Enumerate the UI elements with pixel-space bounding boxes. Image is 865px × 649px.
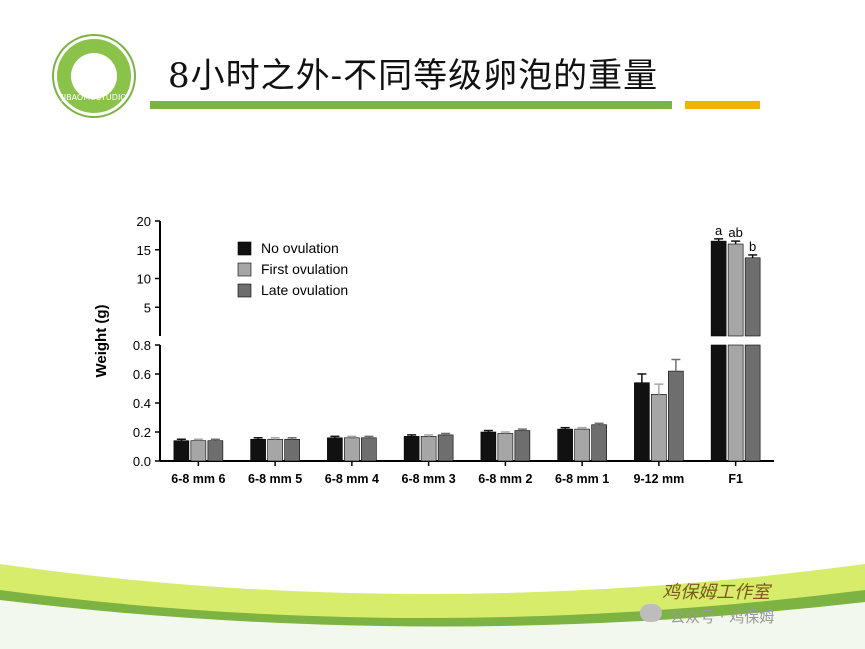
bar-lower-segment bbox=[710, 344, 727, 462]
significance-letter: ab bbox=[728, 225, 742, 240]
bar bbox=[250, 438, 266, 462]
x-tick-label: 6-8 mm 2 bbox=[478, 472, 532, 486]
bar bbox=[668, 370, 684, 462]
title-underline-yellow bbox=[685, 101, 760, 109]
x-tick-label: 9-12 mm bbox=[634, 472, 685, 486]
bar-lower-segment bbox=[727, 344, 744, 462]
signature: 鸡保姆工作室 bbox=[662, 582, 770, 603]
bar bbox=[420, 436, 437, 462]
bar bbox=[574, 428, 590, 462]
x-tick-label: 6-8 mm 1 bbox=[555, 472, 609, 486]
significance-letter: b bbox=[749, 239, 756, 254]
x-tick-label: F1 bbox=[728, 472, 743, 486]
footer-swoosh bbox=[0, 564, 865, 649]
x-tick-label: 6-8 mm 6 bbox=[171, 472, 225, 486]
y-tick-label: 10 bbox=[137, 272, 151, 287]
bar bbox=[190, 440, 207, 462]
y-tick-label: 0.6 bbox=[133, 367, 151, 382]
bar bbox=[591, 424, 607, 462]
bar bbox=[651, 394, 667, 462]
y-axis-label: Weight (g) bbox=[93, 304, 110, 377]
page-title: 8小时之外-不同等级卵泡的重量 bbox=[168, 56, 659, 96]
x-tick-label: 6-8 mm 3 bbox=[402, 472, 456, 486]
bar bbox=[480, 431, 497, 462]
legend-label: First ovulation bbox=[261, 261, 348, 277]
bar bbox=[327, 437, 343, 462]
legend-swatch bbox=[237, 262, 252, 277]
bar bbox=[497, 433, 514, 462]
y-tick-label: 15 bbox=[137, 243, 151, 258]
bar bbox=[361, 437, 377, 462]
title-underline-green bbox=[150, 101, 672, 109]
bar bbox=[173, 440, 190, 462]
hen-icon bbox=[71, 53, 117, 99]
bar bbox=[284, 438, 300, 462]
x-tick-label: 6-8 mm 5 bbox=[248, 472, 302, 486]
bar bbox=[514, 430, 531, 462]
significance-letter: a bbox=[715, 223, 723, 238]
bar-lower-segment bbox=[744, 344, 761, 462]
bar bbox=[267, 438, 283, 462]
legend-label: No ovulation bbox=[261, 240, 339, 256]
watermark-text: 公众号 · 鸡保姆 bbox=[670, 608, 775, 626]
x-tick-label: 6-8 mm 4 bbox=[325, 472, 379, 486]
y-tick-label: 0.4 bbox=[133, 396, 151, 411]
y-tick-label: 0.0 bbox=[133, 454, 151, 469]
bar bbox=[403, 436, 420, 462]
bar-upper-segment bbox=[744, 257, 761, 337]
y-tick-label: 0.2 bbox=[133, 425, 151, 440]
legend-swatch bbox=[237, 241, 252, 256]
bar bbox=[634, 382, 650, 462]
bar bbox=[344, 437, 360, 462]
logo-text: JIBAOMUSTUDIO bbox=[61, 93, 127, 102]
bar bbox=[437, 434, 454, 462]
bar-upper-segment bbox=[727, 243, 744, 337]
y-tick-label: 20 bbox=[137, 214, 151, 229]
y-tick-label: 5 bbox=[144, 300, 151, 315]
legend-swatch bbox=[237, 283, 252, 298]
bar-upper-segment bbox=[710, 240, 727, 337]
weight-bar-chart: 5 10 15 20 0.0 0.2 0.4 0.6 0.8 Weight (g) 6-8 mm 6… bbox=[93, 214, 774, 486]
bar bbox=[557, 428, 573, 462]
y-tick-label: 0.8 bbox=[133, 338, 151, 353]
legend-label: Late ovulation bbox=[261, 282, 348, 298]
studio-logo: JIBAOMUSTUDIO bbox=[54, 36, 134, 116]
bar bbox=[207, 440, 224, 462]
wechat-icon bbox=[640, 604, 662, 622]
